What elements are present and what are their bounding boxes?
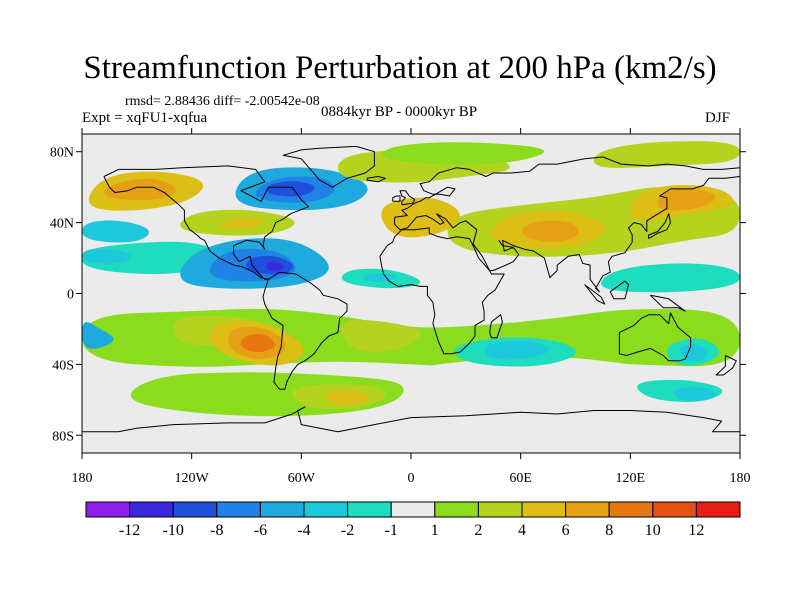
coastline-north-america (103, 165, 310, 280)
colorbar-label: -1 (385, 522, 398, 539)
contour-region (218, 217, 263, 229)
coastline-greenland (282, 145, 375, 188)
colorbar-box (477, 501, 523, 518)
coastline-africa (379, 227, 505, 355)
colorbar-label: -6 (254, 522, 267, 539)
contour-region (601, 263, 740, 293)
colorbar-box (85, 501, 131, 518)
colorbar-label: -4 (297, 522, 310, 539)
contour-region (104, 178, 176, 201)
x-tick-label: 180 (730, 471, 751, 486)
contour-region (82, 220, 150, 243)
colorbar-box (129, 501, 174, 518)
y-tick-label: 80S (52, 429, 74, 444)
x-tick-label: 60W (288, 471, 316, 486)
coastline-uk (399, 190, 416, 206)
contour-region (266, 262, 285, 271)
colorbar-box (434, 501, 479, 518)
chart-title: Streamfunction Perturbation at 200 hPa (… (83, 50, 717, 86)
contour-region (325, 390, 369, 405)
coastline-borneo (609, 280, 629, 300)
x-tick-label: 0 (408, 471, 415, 486)
colorbar-box (565, 501, 610, 518)
x-tick-label: 120E (616, 471, 646, 486)
y-tick-label: 40S (52, 358, 74, 373)
contour-region (266, 181, 315, 197)
coastline-iceland (366, 176, 386, 183)
x-axis: 180 120W 60W 0 60E 120E 180 (72, 128, 751, 486)
coastline-sumatra (584, 284, 606, 305)
y-tick-label: 80N (50, 146, 74, 161)
colorbar-box (608, 501, 654, 518)
colorbar-box (390, 501, 436, 518)
contour-region (82, 322, 114, 349)
colorbar-label: -10 (163, 522, 184, 539)
coastline-arabian-gulf-coast (498, 240, 514, 248)
colorbar-label: 8 (605, 522, 613, 539)
coastline-madagascar (489, 314, 503, 339)
coastline-new-zealand (715, 355, 737, 376)
x-tick-label: 60E (509, 471, 532, 486)
contour-region (82, 248, 131, 264)
colorbar-label: 2 (474, 522, 482, 539)
colorbar-box (303, 501, 349, 518)
coastline-australia (618, 312, 692, 362)
contour-region (593, 141, 740, 168)
season-label: DJF (705, 110, 731, 126)
coastline-japan (648, 213, 671, 240)
y-tick-label: 0 (67, 288, 74, 303)
colorbar-label: -2 (341, 522, 354, 539)
colorbar-label: -8 (210, 522, 223, 539)
coastline-ireland (392, 195, 401, 202)
coastline-south-america (262, 271, 348, 390)
colorbar-box (521, 501, 567, 518)
colorbar-label: 1 (431, 522, 439, 539)
contour-region (341, 319, 421, 353)
x-tick-label: 120W (175, 471, 210, 486)
experiment-label: Expt = xqFU1-xqfua (82, 110, 208, 126)
contour-region (522, 220, 580, 242)
colorbar-box (216, 501, 261, 518)
contour-region (680, 344, 708, 362)
contour-region (381, 142, 545, 165)
contour-region (657, 188, 716, 211)
colorbar-box (172, 501, 218, 518)
contour-region (672, 386, 716, 402)
colorbar: -12 -10 -8 -6 -4 -2 -1 1 2 4 6 8 10 12 (85, 501, 741, 539)
colorbar-box (652, 501, 697, 518)
colorbar-box (695, 501, 741, 518)
rmsd-diff-stats: rmsd= 2.88436 diff= -2.00542e-08 (125, 94, 320, 109)
colorbar-label: 4 (518, 522, 526, 539)
coastline-antarctica (82, 406, 740, 433)
colorbar-label: 10 (645, 522, 661, 539)
coastline-new-guinea (650, 294, 686, 312)
y-tick-label: 40N (50, 217, 74, 232)
contour-region (240, 333, 276, 352)
contour-region (381, 197, 460, 238)
colorbar-box (259, 501, 305, 518)
period-label: 0884kyr BP - 0000kyr BP (321, 104, 478, 120)
x-tick-label: 180 (72, 471, 93, 486)
colorbar-box (347, 501, 392, 518)
y-axis: 80N 40N 0 40S 80S (50, 146, 746, 444)
coastline-layer (82, 145, 740, 433)
colorbar-label: 12 (688, 522, 704, 539)
contour-region (484, 340, 550, 360)
colorbar-label: 6 (562, 522, 570, 539)
coastline-eurasia (394, 156, 740, 293)
contour-region (411, 357, 740, 421)
colorbar-label: -12 (119, 522, 140, 539)
